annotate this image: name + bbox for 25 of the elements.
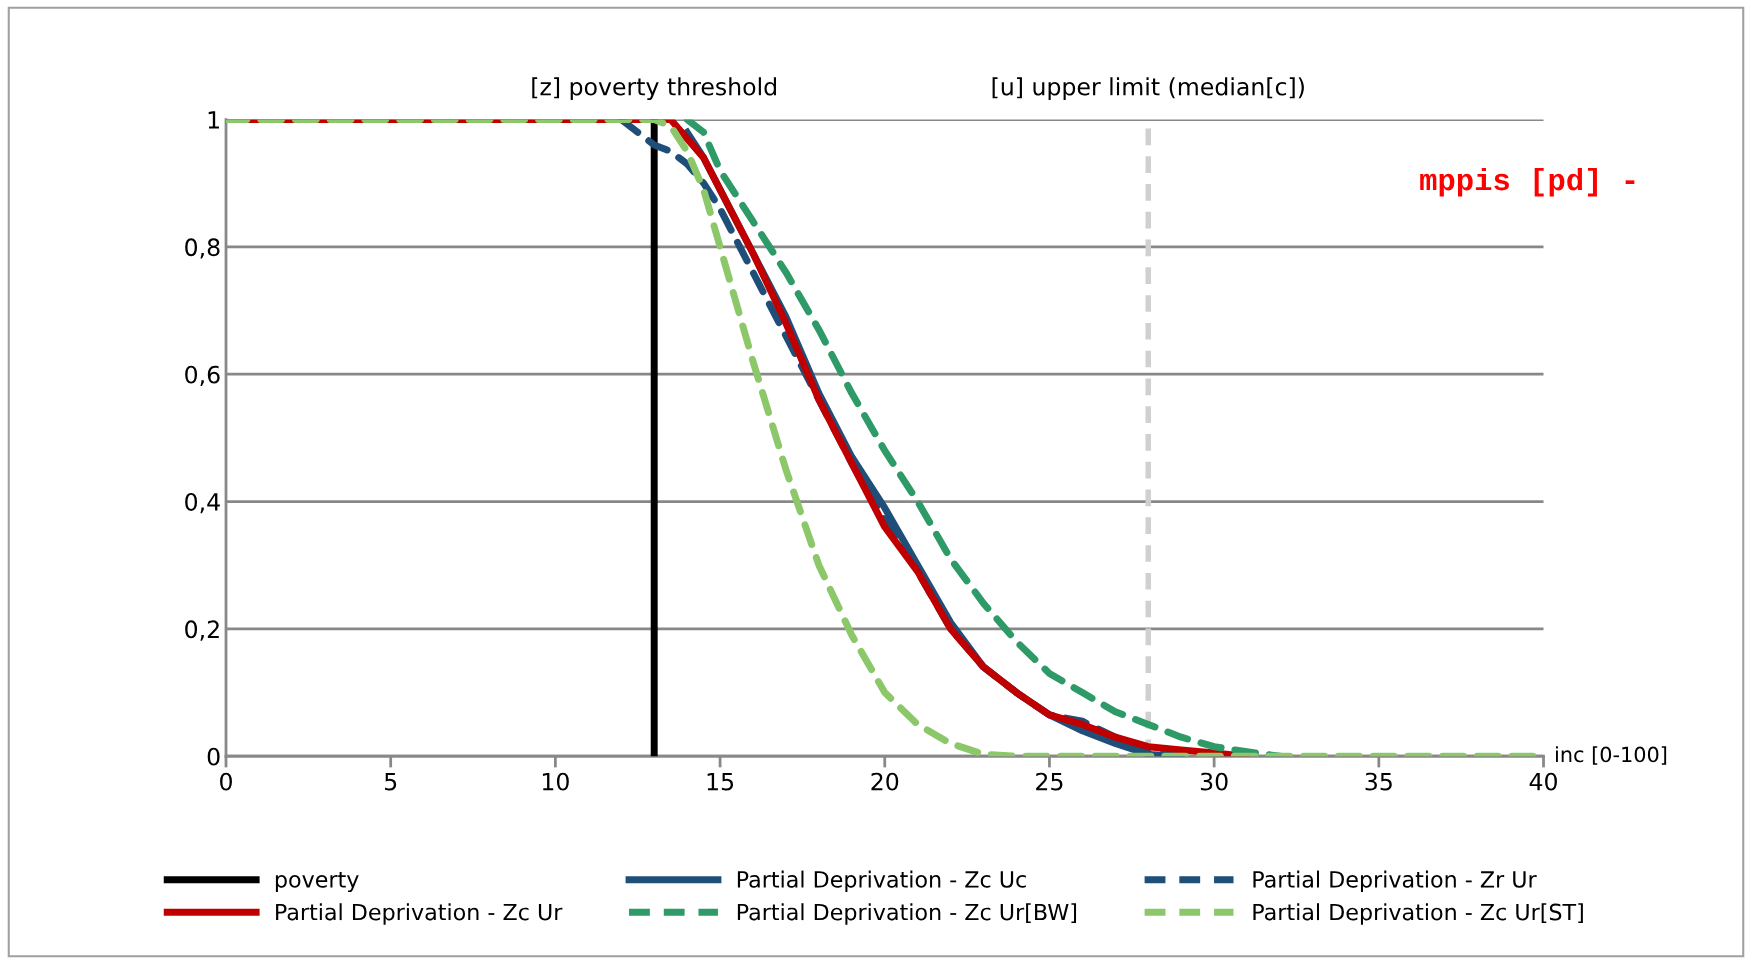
x-tick-label: 40 xyxy=(1529,772,1557,791)
annotation: [z] poverty threshold xyxy=(532,77,776,101)
annotation: mppis [pd] - xyxy=(1420,167,1635,197)
legend-label: Partial Deprivation - Zr Ur xyxy=(1253,870,1537,893)
legend-label: Partial Deprivation - Zc Ur[BW] xyxy=(737,903,1077,925)
legend-label: Partial Deprivation - Zc Ur xyxy=(276,903,563,925)
x-tick-label: 10 xyxy=(542,772,569,791)
x-tick-label: 20 xyxy=(871,772,899,791)
y-tick-label: 0,8 xyxy=(185,238,220,259)
ref-line-label: [u] upper limit (median[c]) xyxy=(992,77,1304,101)
y-tick-label: 0 xyxy=(207,747,220,766)
x-tick-label: 5 xyxy=(385,772,397,791)
x-axis-title: inc [0-100] xyxy=(1556,746,1667,765)
x-tick-label: 35 xyxy=(1365,772,1392,791)
y-tick-label: 0,6 xyxy=(185,365,220,386)
x-tick-label: 30 xyxy=(1200,772,1228,791)
x-tick-label: 25 xyxy=(1036,772,1063,791)
y-tick-label: 1 xyxy=(208,111,219,129)
x-tick-label: 15 xyxy=(707,772,734,791)
legend-label: Partial Deprivation - Zc Ur[ST] xyxy=(1253,903,1583,925)
legend-label: poverty xyxy=(275,871,359,893)
y-tick-label: 0,2 xyxy=(185,620,219,641)
y-tick-label: 0,4 xyxy=(185,493,220,514)
x-tick-label: 0 xyxy=(220,772,232,791)
legend-label: Partial Deprivation - Zc Uc xyxy=(737,870,1026,893)
